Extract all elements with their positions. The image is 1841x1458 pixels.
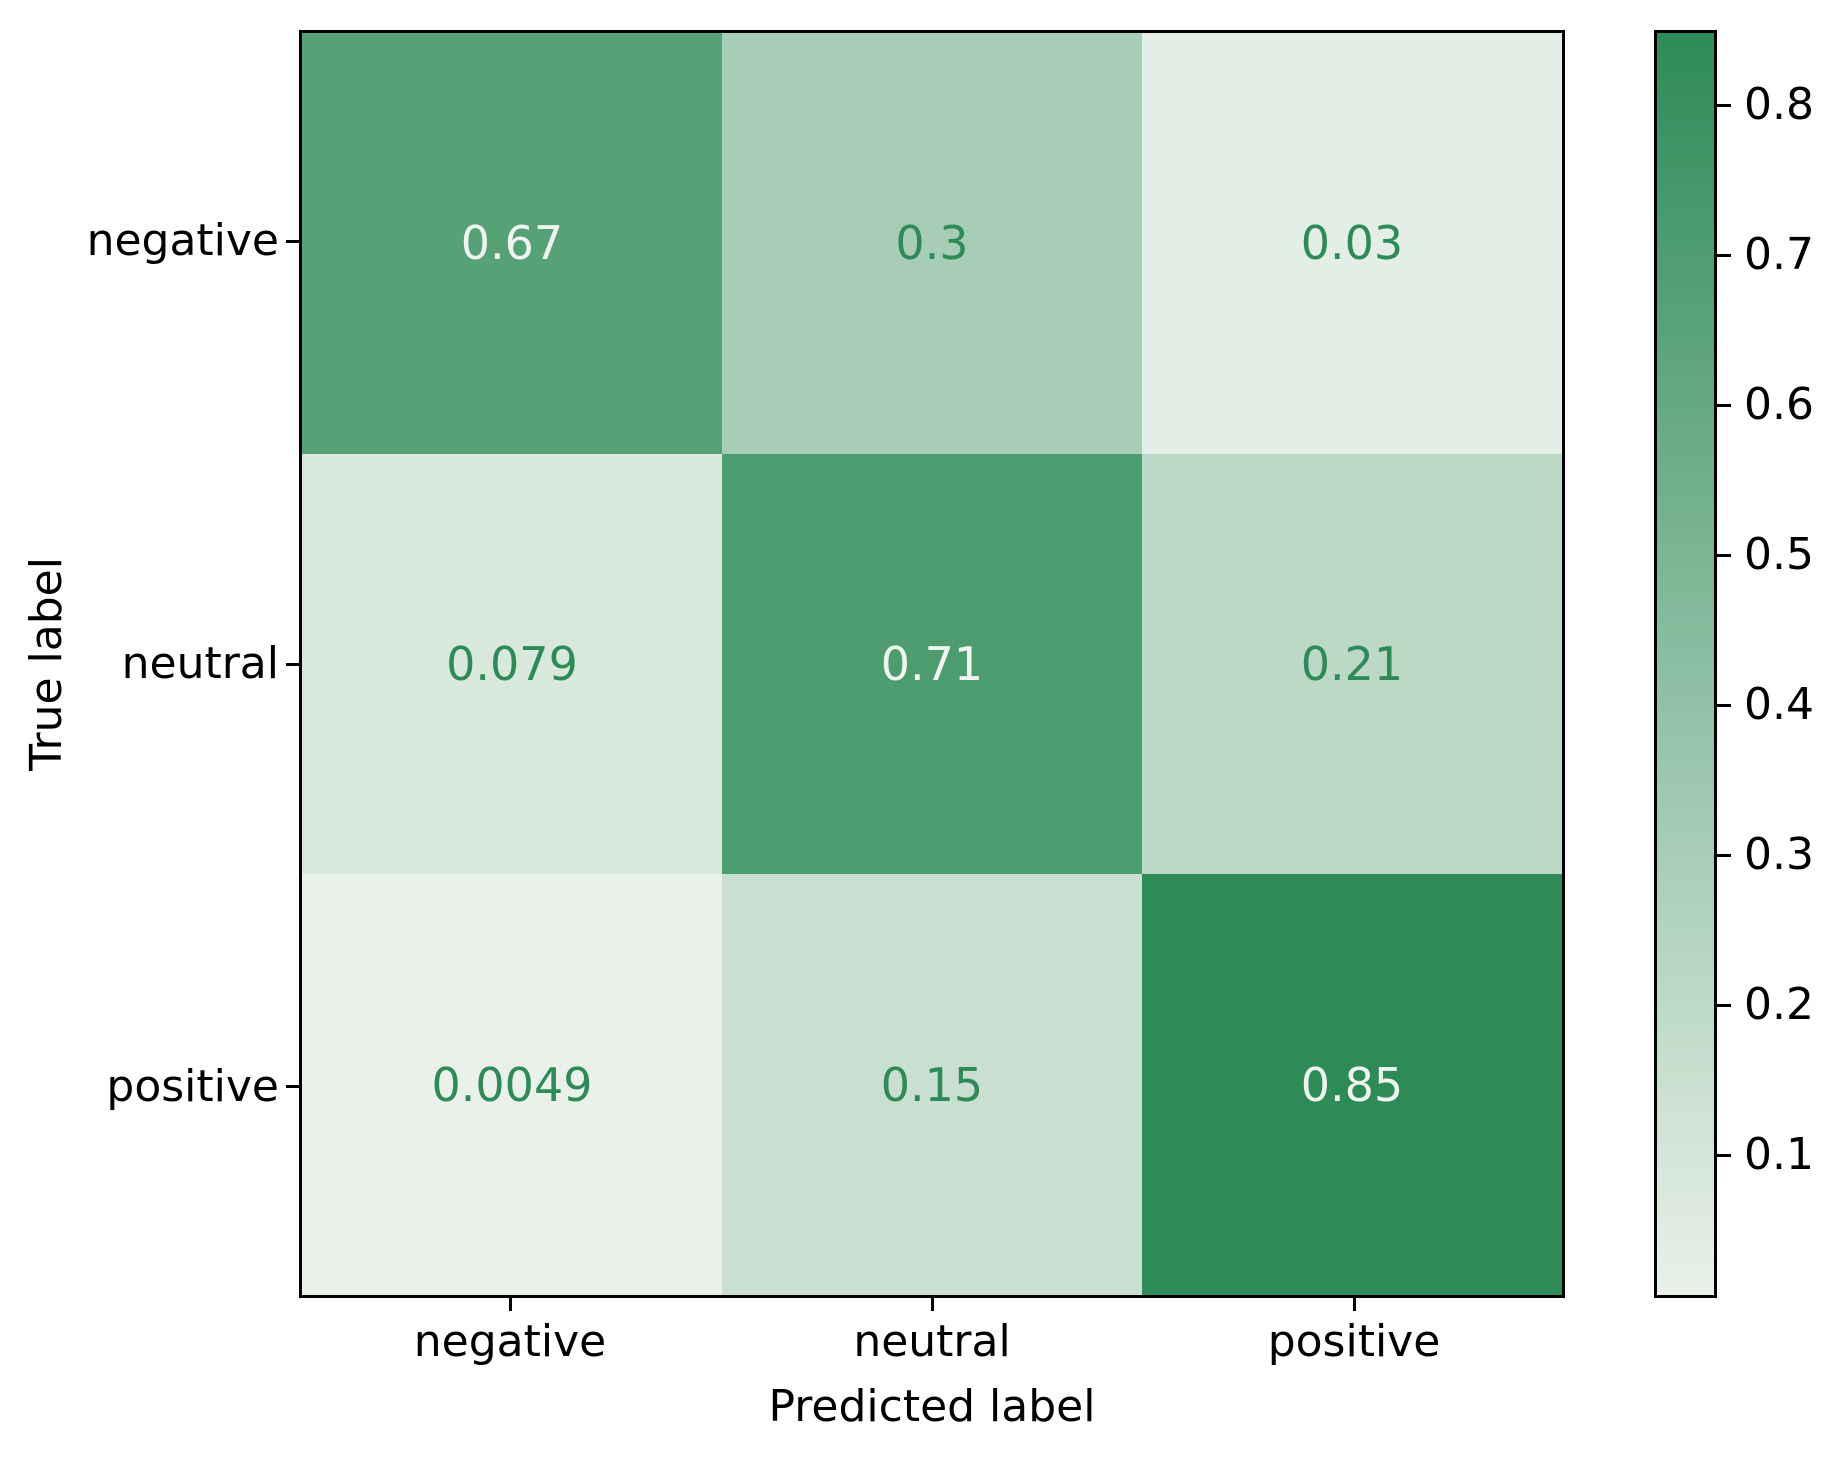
- colorbar-tick-mark: [1717, 703, 1731, 707]
- colorbar-tick-label-0.3: 0.3: [1744, 829, 1814, 881]
- heatmap-cell-negative-neutral: 0.3: [722, 33, 1142, 454]
- colorbar-tick-label-0.8: 0.8: [1744, 79, 1814, 131]
- heatmap-cell-positive-negative: 0.0049: [302, 874, 722, 1295]
- colorbar-tick-mark: [1717, 853, 1731, 857]
- heatmap-cell-neutral-neutral: 0.71: [722, 453, 1142, 875]
- colorbar-tick-label-0.4: 0.4: [1744, 679, 1814, 731]
- heatmap-plot: 0.67 0.3 0.03 0.079 0.71 0.21 0.0049 0.15 0.85: [299, 30, 1565, 1298]
- x-tick-label-neutral: neutral: [853, 1316, 1011, 1367]
- x-tick-label-positive: positive: [1267, 1316, 1441, 1367]
- cell-value: 0.85: [1300, 1057, 1404, 1112]
- heatmap-cell-negative-positive: 0.03: [1142, 33, 1562, 454]
- colorbar-tick-label-0.7: 0.7: [1744, 229, 1814, 281]
- x-tick-label-negative: negative: [413, 1316, 607, 1367]
- heatmap-cell-positive-neutral: 0.15: [722, 874, 1142, 1295]
- colorbar-tick-label-0.2: 0.2: [1744, 979, 1814, 1031]
- cell-value: 0.3: [895, 216, 969, 271]
- colorbar-tick-mark: [1717, 1003, 1731, 1007]
- y-tick-label-positive: positive: [106, 1060, 279, 1112]
- heatmap-cell-negative-negative: 0.67: [302, 33, 722, 454]
- y-tick-label-neutral: neutral: [121, 638, 279, 689]
- cell-value: 0.0049: [431, 1057, 593, 1112]
- colorbar-tick-mark: [1717, 103, 1731, 107]
- cell-value: 0.21: [1300, 636, 1404, 691]
- colorbar-tick-mark: [1717, 253, 1731, 257]
- cell-value: 0.71: [880, 636, 984, 691]
- y-tick-mark: [286, 662, 299, 666]
- cell-value: 0.079: [446, 636, 578, 691]
- x-tick-mark: [1352, 1298, 1356, 1311]
- cell-value: 0.15: [880, 1057, 984, 1112]
- cell-value: 0.03: [1300, 216, 1404, 271]
- y-tick-mark: [286, 1085, 299, 1089]
- x-axis-title: Predicted label: [768, 1381, 1096, 1432]
- heatmap-cell-neutral-positive: 0.21: [1142, 453, 1562, 875]
- colorbar-tick-mark: [1717, 553, 1731, 557]
- x-tick-mark: [508, 1298, 512, 1311]
- colorbar-tick-mark: [1717, 1153, 1731, 1157]
- colorbar-tick-mark: [1717, 403, 1731, 407]
- y-tick-mark: [286, 239, 299, 243]
- y-tick-label-negative: negative: [86, 215, 279, 267]
- colorbar-tick-label-0.6: 0.6: [1744, 379, 1814, 431]
- x-tick-mark: [930, 1298, 934, 1311]
- cell-value: 0.67: [460, 216, 564, 271]
- colorbar-tick-label-0.1: 0.1: [1744, 1129, 1814, 1181]
- colorbar: [1654, 30, 1717, 1298]
- heatmap-cell-positive-positive: 0.85: [1142, 874, 1562, 1295]
- colorbar-tick-label-0.5: 0.5: [1744, 529, 1814, 581]
- heatmap-cell-neutral-negative: 0.079: [302, 453, 722, 875]
